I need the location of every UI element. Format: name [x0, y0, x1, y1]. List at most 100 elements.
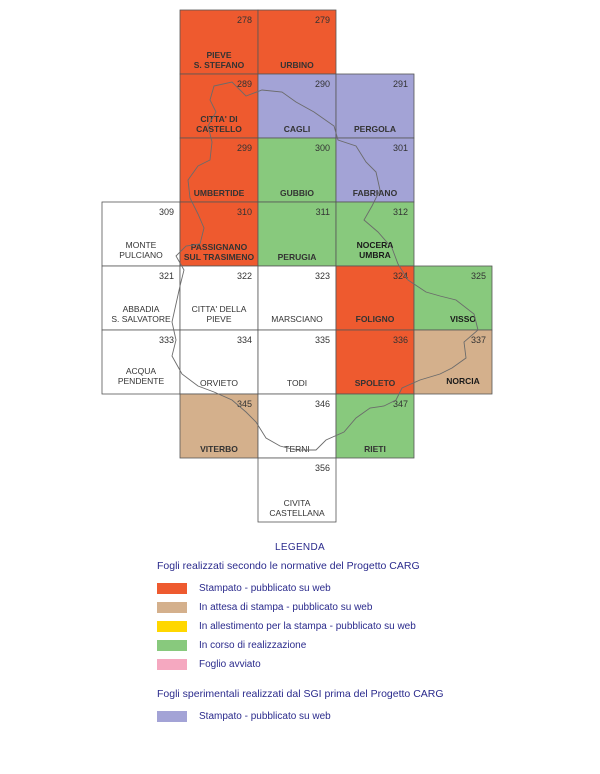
sheet-name: MONTE — [126, 240, 157, 250]
sheet-name: FOLIGNO — [356, 314, 395, 324]
sheet-number: 333 — [159, 335, 174, 345]
legend-label: Stampato - pubblicato su web — [199, 710, 331, 722]
legend-item-avviato: Foglio avviato — [157, 658, 261, 670]
sheet-number: 325 — [471, 271, 486, 281]
sheet-name: UMBERTIDE — [194, 188, 245, 198]
legend-label: In attesa di stampa - pubblicato su web — [199, 601, 373, 613]
sheet-name: RIETI — [364, 444, 386, 454]
map-sheet-299: 299 UMBERTIDE — [179, 137, 259, 203]
map-sheet-323: 323 MARSCIANO — [257, 265, 337, 331]
sheet-number: 279 — [315, 15, 330, 25]
swatch-sgi — [157, 710, 187, 722]
map-sheet-300: 300 GUBBIO — [257, 137, 337, 203]
sheet-name: FABRIANO — [353, 188, 398, 198]
sheet-cell — [335, 265, 415, 331]
sheet-number: 312 — [393, 207, 408, 217]
sheet-cell — [257, 457, 337, 523]
sheet-cell — [101, 329, 181, 395]
sheet-name: URBINO — [280, 60, 314, 70]
sheet-name: UMBRA — [359, 250, 391, 260]
sheet-name: PIEVE — [206, 50, 231, 60]
legend-item-stampato: Stampato - pubblicato su web — [157, 582, 331, 594]
legend-item-corso: In corso di realizzazione — [157, 639, 306, 651]
sheet-name: VITERBO — [200, 444, 238, 454]
swatch-attesa — [157, 601, 187, 613]
sheet-cell — [335, 73, 415, 139]
map-sheet-337: 337 NORCIA — [413, 329, 493, 395]
sheet-name: CITTA' DI — [200, 114, 237, 124]
sheet-name: S. STEFANO — [194, 60, 245, 70]
legend-label: Foglio avviato — [199, 658, 261, 670]
map-sheet-301: 301 FABRIANO — [335, 137, 415, 203]
map-sheet-347: 347 RIETI — [335, 393, 415, 459]
sheet-cell — [413, 265, 493, 331]
sheet-name: PERUGIA — [278, 252, 317, 262]
legend-label: Stampato - pubblicato su web — [199, 582, 331, 594]
sheet-name: GUBBIO — [280, 188, 314, 198]
sheet-name: SPOLETO — [355, 378, 396, 388]
sheet-number: 323 — [315, 271, 330, 281]
sheet-name: VISSO — [450, 314, 476, 324]
sheet-number: 291 — [393, 79, 408, 89]
sheet-name: TODI — [287, 378, 307, 388]
sheet-cell — [257, 73, 337, 139]
map-sheet-345: 345 VITERBO — [179, 393, 259, 459]
sheet-number: 309 — [159, 207, 174, 217]
sheet-number: 301 — [393, 143, 408, 153]
sheet-cell — [179, 393, 259, 459]
sheet-cell — [335, 201, 415, 267]
legend-item-allestimento: In allestimento per la stampa - pubblica… — [157, 620, 416, 632]
legend-title: LEGENDA — [275, 542, 325, 553]
sheet-cell — [335, 329, 415, 395]
sheet-name: TERNI — [284, 444, 310, 454]
sheet-number: 300 — [315, 143, 330, 153]
sheet-cell — [413, 329, 493, 395]
sheet-number: 347 — [393, 399, 408, 409]
map-sheet-311: 311 PERUGIA — [257, 201, 337, 267]
map-sheet-325: 325 VISSO — [413, 265, 493, 331]
sheet-number: 336 — [393, 335, 408, 345]
map-sheet-279: 279 URBINO — [257, 9, 337, 75]
sheet-cell — [335, 137, 415, 203]
sheet-name: S. SALVATORE — [111, 314, 171, 324]
sheet-number: 322 — [237, 271, 252, 281]
sheet-name: CIVITA — [284, 498, 311, 508]
sheet-cell — [257, 9, 337, 75]
sheet-name: MARSCIANO — [271, 314, 323, 324]
map-sheet-335: 335 TODI — [257, 329, 337, 395]
sheet-number: 321 — [159, 271, 174, 281]
sheet-number: 346 — [315, 399, 330, 409]
legend-item-sgi: Stampato - pubblicato su web — [157, 710, 331, 722]
sheet-name: NORCIA — [446, 376, 480, 386]
sheet-number: 334 — [237, 335, 252, 345]
sheet-cell — [101, 265, 181, 331]
map-sheet-290: 290 CAGLI — [257, 73, 337, 139]
sheet-name: PIEVE — [206, 314, 231, 324]
swatch-stampato — [157, 582, 187, 594]
sheet-cell — [257, 265, 337, 331]
legend-item-attesa: In attesa di stampa - pubblicato su web — [157, 601, 372, 613]
sheet-cell — [179, 265, 259, 331]
legend-heading-carg: Fogli realizzati secondo le normative de… — [157, 560, 420, 572]
sheet-name: ACQUA — [126, 366, 157, 376]
sheet-cell — [179, 9, 259, 75]
sheet-name: PERGOLA — [354, 124, 396, 134]
sheet-name: NOCERA — [357, 240, 394, 250]
map-sheet-291: 291 PERGOLA — [335, 73, 415, 139]
sheet-number: 289 — [237, 79, 252, 89]
sheet-name: PULCIANO — [119, 250, 163, 260]
sheet-number: 345 — [237, 399, 252, 409]
legend-label: In corso di realizzazione — [199, 639, 307, 651]
swatch-allestimento — [157, 620, 187, 632]
map-sheet-336: 336 SPOLETO — [335, 329, 415, 395]
sheet-cell — [179, 201, 259, 267]
map-sheet-334: 334 ORVIETO — [179, 329, 259, 395]
sheet-name: PASSIGNANO — [191, 242, 248, 252]
